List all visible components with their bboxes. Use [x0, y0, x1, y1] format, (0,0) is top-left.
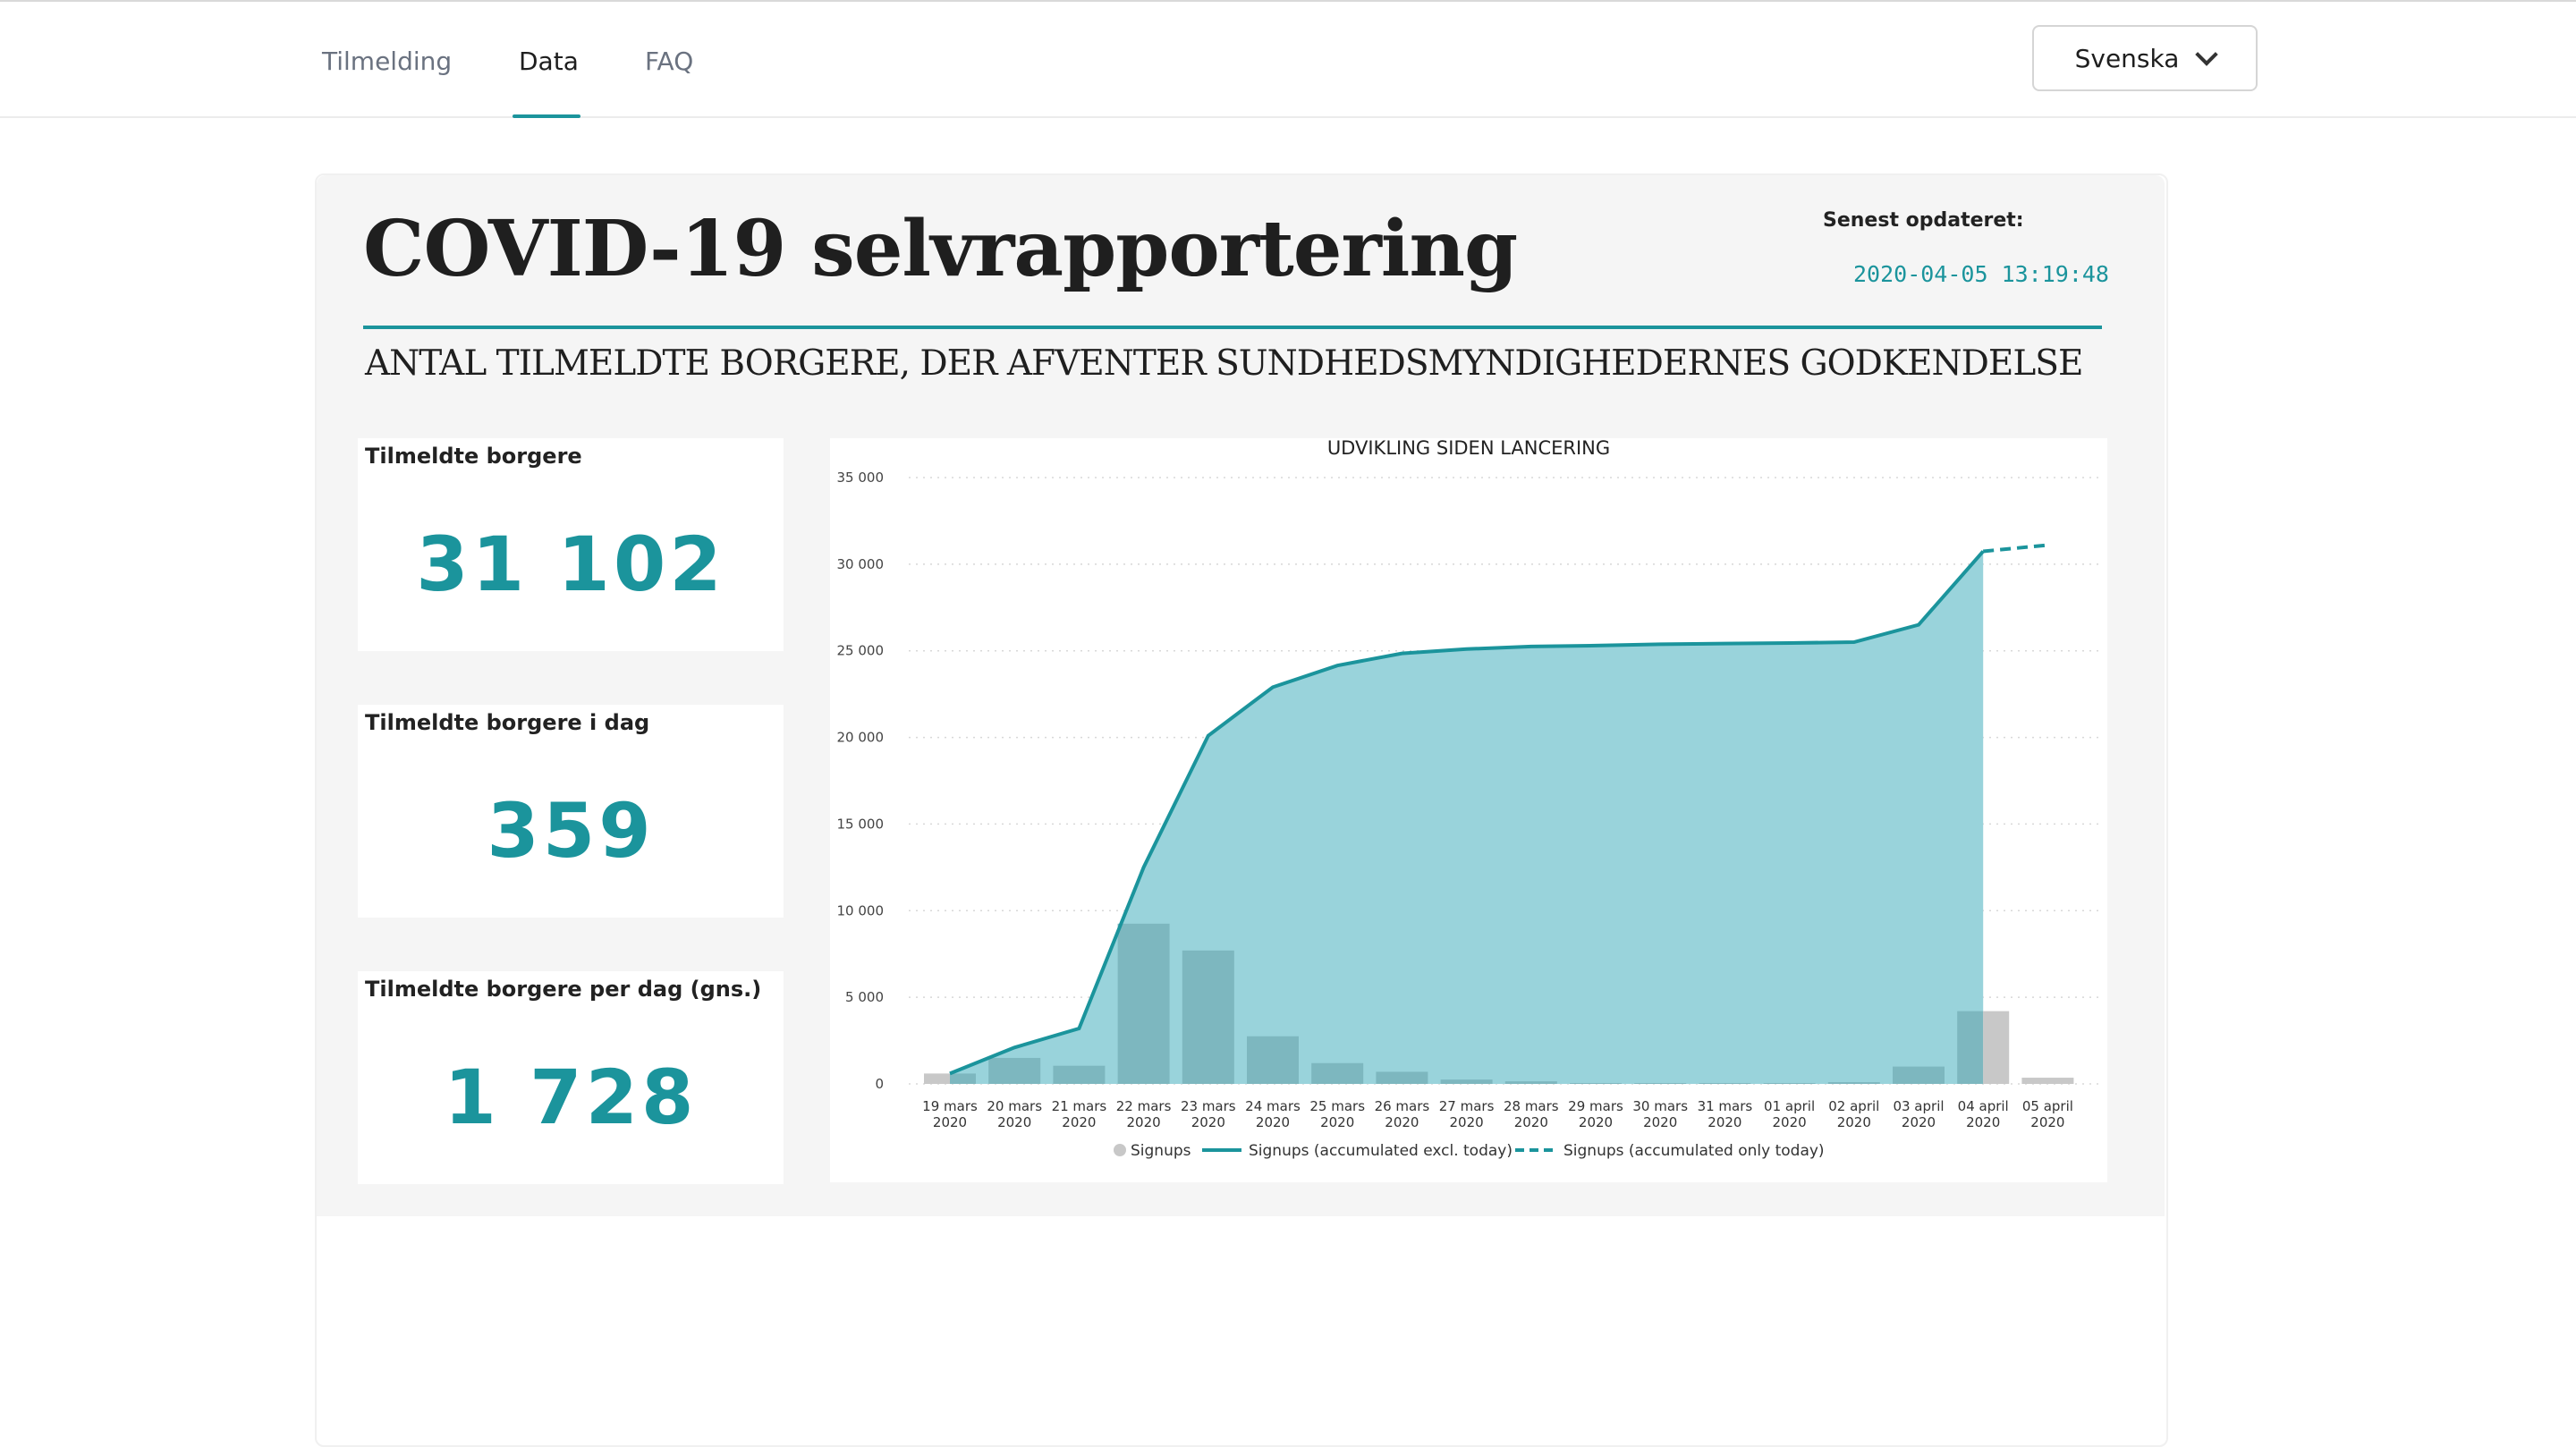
x-tick-label: 2020	[1966, 1114, 2000, 1130]
x-tick-label: 29 mars	[1568, 1098, 1623, 1114]
signup-bar	[1634, 1083, 1687, 1084]
x-tick-label: 2020	[1062, 1114, 1096, 1130]
title-divider	[363, 326, 2102, 329]
chart-title: UDVIKLING SIDEN LANCERING	[1327, 438, 1610, 459]
x-tick-label: 2020	[1643, 1114, 1677, 1130]
signup-bar	[1957, 1011, 1984, 1084]
x-tick-label: 2020	[1902, 1114, 1936, 1130]
kpi-card-today: Tilmeldte borgere i dag 359	[358, 705, 784, 918]
legend-label-today: Signups (accumulated only today)	[1563, 1142, 1825, 1160]
kpi-today-label: Tilmeldte borgere i dag	[365, 710, 650, 735]
x-tick-label: 27 mars	[1439, 1098, 1495, 1114]
x-tick-label: 24 mars	[1245, 1098, 1301, 1114]
accumulated-line	[949, 550, 1985, 1076]
kpi-card-average: Tilmeldte borgere per dag (gns.) 1 728	[358, 971, 784, 1184]
tab-data[interactable]: Data	[519, 47, 579, 76]
kpi-total-value: 31 102	[416, 520, 725, 608]
y-tick-label: 30 000	[837, 556, 885, 572]
signup-bar	[1983, 1011, 2010, 1084]
signup-bar	[2021, 1078, 2074, 1084]
signup-bar	[1763, 1083, 1816, 1084]
x-tick-label: 26 mars	[1375, 1098, 1430, 1114]
x-tick-label: 23 mars	[1181, 1098, 1236, 1114]
signups-chart: UDVIKLING SIDEN LANCERING 0 5 000 10 000 15 …	[830, 438, 2107, 1182]
today-dashed-line	[1983, 543, 2048, 554]
signup-bar	[1893, 1066, 1945, 1084]
x-tick-label: 21 mars	[1052, 1098, 1107, 1114]
signup-bar	[1182, 950, 1234, 1084]
x-tick-label: 05 april	[2022, 1098, 2073, 1114]
x-tick-label: 22 mars	[1116, 1098, 1172, 1114]
x-tick-label: 2020	[1385, 1114, 1419, 1130]
signup-bar	[1247, 1036, 1299, 1084]
legend-label-accumulated: Signups (accumulated excl. today)	[1249, 1142, 1513, 1160]
x-tick-label: 2020	[1256, 1114, 1290, 1130]
kpi-card-total: Tilmeldte borgere 31 102	[358, 438, 784, 651]
y-tick-label: 35 000	[837, 470, 885, 486]
signup-bar	[988, 1057, 1041, 1084]
signup-bar	[1117, 923, 1170, 1084]
tab-tilmelding[interactable]: Tilmelding	[322, 47, 453, 76]
x-tick-label: 01 april	[1764, 1098, 1815, 1114]
signup-bar	[1699, 1083, 1751, 1084]
accumulated-area	[950, 551, 1984, 1084]
x-tick-label: 03 april	[1893, 1098, 1944, 1114]
x-tick-label: 2020	[1579, 1114, 1613, 1130]
active-tab-indicator	[513, 114, 580, 118]
signup-bar	[1570, 1083, 1622, 1084]
signup-bar	[1504, 1081, 1557, 1084]
signup-bar	[1440, 1079, 1493, 1084]
language-select[interactable]: Svenska	[2032, 25, 2258, 91]
signup-bar	[924, 1073, 950, 1084]
y-tick-label: 20 000	[837, 730, 885, 746]
x-tick-label: 02 april	[1828, 1098, 1879, 1114]
kpi-average-label: Tilmeldte borgere per dag (gns.)	[365, 977, 762, 1002]
x-tick-label: 19 mars	[922, 1098, 978, 1114]
chevron-down-icon	[2195, 43, 2219, 66]
y-tick-label: 25 000	[837, 643, 885, 659]
kpi-average-value: 1 728	[444, 1054, 698, 1141]
x-tick-label: 2020	[1450, 1114, 1484, 1130]
legend-label-signups: Signups	[1131, 1142, 1191, 1160]
x-tick-label: 2020	[1320, 1114, 1354, 1130]
kpi-total-label: Tilmeldte borgere	[365, 444, 582, 469]
updated-timestamp: 2020-04-05 13:19:48	[1853, 261, 2109, 287]
signup-bar	[950, 1073, 976, 1084]
x-tick-label: 04 april	[1958, 1098, 2009, 1114]
language-select-label: Svenska	[2074, 43, 2180, 73]
x-tick-label: 2020	[1514, 1114, 1548, 1130]
page-title: COVID-19 selvrapportering	[363, 204, 1518, 294]
top-navigation: Tilmelding Data FAQ Svenska	[0, 2, 2576, 118]
x-tick-label: 30 mars	[1632, 1098, 1688, 1114]
updated-label: Senest opdateret:	[1823, 209, 2024, 232]
x-tick-label: 2020	[1707, 1114, 1741, 1130]
x-tick-label: 2020	[933, 1114, 967, 1130]
signup-bar	[1376, 1071, 1428, 1084]
signups-chart-svg: UDVIKLING SIDEN LANCERING 0 5 000 10 000 15 …	[837, 438, 2098, 1160]
kpi-today-value: 359	[487, 787, 655, 875]
x-tick-label: 2020	[1837, 1114, 1871, 1130]
x-tick-label: 2020	[997, 1114, 1031, 1130]
x-tick-label: 31 mars	[1698, 1098, 1753, 1114]
x-tick-label: 2020	[1127, 1114, 1161, 1130]
legend-marker-signups	[1114, 1144, 1126, 1156]
y-tick-label: 5 000	[845, 989, 884, 1005]
x-tick-label: 2020	[1191, 1114, 1225, 1130]
window-top-border	[0, 0, 2576, 2]
y-tick-label: 0	[875, 1076, 884, 1092]
y-tick-label: 15 000	[837, 816, 885, 832]
x-tick-label: 25 mars	[1309, 1098, 1365, 1114]
signup-bar	[1053, 1065, 1106, 1084]
x-tick-label: 28 mars	[1504, 1098, 1559, 1114]
signup-bar	[1827, 1082, 1880, 1084]
signup-bar	[1311, 1062, 1364, 1084]
x-tick-label: 2020	[1773, 1114, 1807, 1130]
x-tick-label: 20 mars	[987, 1098, 1042, 1114]
y-tick-label: 10 000	[837, 902, 885, 918]
x-tick-label: 2020	[2030, 1114, 2064, 1130]
tab-faq[interactable]: FAQ	[645, 47, 694, 76]
dashboard-subtitle: ANTAL TILMELDTE BORGERE, DER AFVENTER SU…	[365, 343, 2083, 384]
